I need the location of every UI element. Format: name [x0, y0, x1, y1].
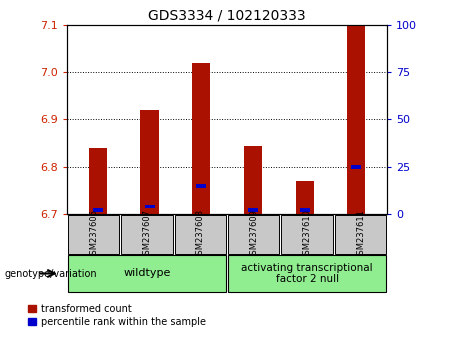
Text: genotype/variation: genotype/variation	[5, 269, 97, 279]
Legend: transformed count, percentile rank within the sample: transformed count, percentile rank withi…	[28, 304, 206, 327]
Bar	[145, 205, 154, 209]
Text: GSM237608: GSM237608	[196, 209, 205, 260]
FancyBboxPatch shape	[335, 215, 386, 255]
Text: GSM237606: GSM237606	[89, 209, 98, 260]
Text: GSM237607: GSM237607	[142, 209, 152, 260]
Text: GSM237609: GSM237609	[249, 209, 258, 260]
Bar	[300, 209, 309, 212]
Title: GDS3334 / 102120333: GDS3334 / 102120333	[148, 8, 306, 22]
Bar	[192, 63, 210, 214]
Bar	[93, 209, 103, 212]
FancyBboxPatch shape	[68, 255, 226, 292]
Text: wildtype: wildtype	[123, 268, 171, 279]
Bar	[351, 165, 361, 169]
FancyBboxPatch shape	[175, 215, 226, 255]
Bar	[89, 148, 107, 214]
FancyBboxPatch shape	[68, 215, 119, 255]
FancyBboxPatch shape	[282, 215, 333, 255]
Bar	[248, 209, 258, 212]
Bar	[347, 25, 365, 214]
Text: activating transcriptional
factor 2 null: activating transcriptional factor 2 null	[241, 263, 373, 284]
Text: GSM237610: GSM237610	[302, 209, 312, 260]
Text: GSM237611: GSM237611	[356, 209, 365, 260]
Bar	[196, 184, 206, 188]
Bar	[296, 181, 313, 214]
FancyBboxPatch shape	[228, 215, 279, 255]
Bar	[141, 110, 159, 214]
FancyBboxPatch shape	[228, 255, 386, 292]
FancyBboxPatch shape	[121, 215, 172, 255]
Bar	[244, 145, 262, 214]
